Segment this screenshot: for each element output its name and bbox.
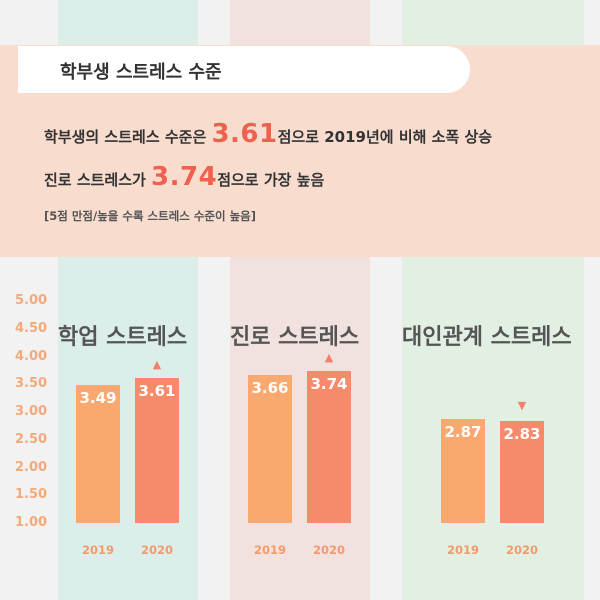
increase-arrow-icon: ▲ (324, 350, 334, 364)
increase-arrow-icon: ▲ (152, 358, 162, 372)
summary-line-2-value: 3.74 (151, 162, 218, 192)
group-title: 대인관계 스트레스 (402, 325, 572, 350)
title-pill (18, 46, 470, 93)
page-title: 학부생 스트레스 수준 (60, 62, 222, 83)
summary-line-1-post: 점으로 2019년에 비해 소폭 상승 (277, 128, 493, 146)
bar-value-label: 2.83 (503, 425, 541, 444)
y-tick-label: 3.00 (15, 404, 48, 419)
y-tick-label: 4.50 (15, 320, 48, 336)
y-tick-label: 1.50 (15, 487, 48, 503)
x-axis-year-label: 2019 (81, 543, 114, 557)
summary-line-1: 학부생의 스트레스 수준은 3.61점으로 2019년에 비해 소폭 상승 (44, 119, 492, 149)
bar-2020 (307, 370, 351, 523)
bar-value-label: 3.49 (79, 388, 117, 407)
bar-value-label: 3.61 (138, 382, 176, 401)
bar-2019 (441, 419, 485, 523)
x-axis-year-label: 2020 (505, 543, 538, 557)
y-tick-label: 1.00 (15, 515, 48, 530)
bar-2020 (135, 378, 179, 523)
y-tick-label: 2.50 (15, 431, 48, 447)
group-title: 학업 스트레스 (58, 325, 188, 350)
summary-line-2-post: 점으로 가장 높음 (217, 171, 325, 189)
bar-2019 (76, 384, 120, 523)
x-axis-year-label: 2019 (253, 543, 286, 557)
summary-line-1-pre: 학부생의 스트레스 수준은 (44, 128, 212, 146)
y-tick-label: 3.50 (15, 376, 48, 392)
group-title: 진로 스트레스 (230, 325, 360, 350)
decrease-arrow-icon: ▼ (517, 399, 527, 413)
bar-value-label: 3.74 (310, 374, 348, 393)
summary-line-2-pre: 진로 스트레스가 (44, 171, 152, 189)
x-axis-year-label: 2020 (140, 543, 173, 557)
y-tick-label: 5.00 (15, 293, 48, 308)
summary-line-2: 진로 스트레스가 3.74점으로 가장 높음 (44, 162, 324, 192)
y-tick-label: 4.00 (15, 348, 48, 364)
scale-note: [5점 만점/높을 수록 스트레스 수준이 높음] (44, 209, 257, 223)
summary-line-1-value: 3.61 (211, 119, 278, 149)
x-axis-year-label: 2019 (446, 543, 479, 557)
y-tick-label: 2.00 (15, 459, 48, 475)
x-axis-year-label: 2020 (312, 543, 345, 557)
bar-2019 (248, 375, 292, 523)
bar-value-label: 2.87 (444, 423, 482, 442)
bar-2020 (500, 421, 544, 523)
bar-value-label: 3.66 (251, 379, 289, 398)
